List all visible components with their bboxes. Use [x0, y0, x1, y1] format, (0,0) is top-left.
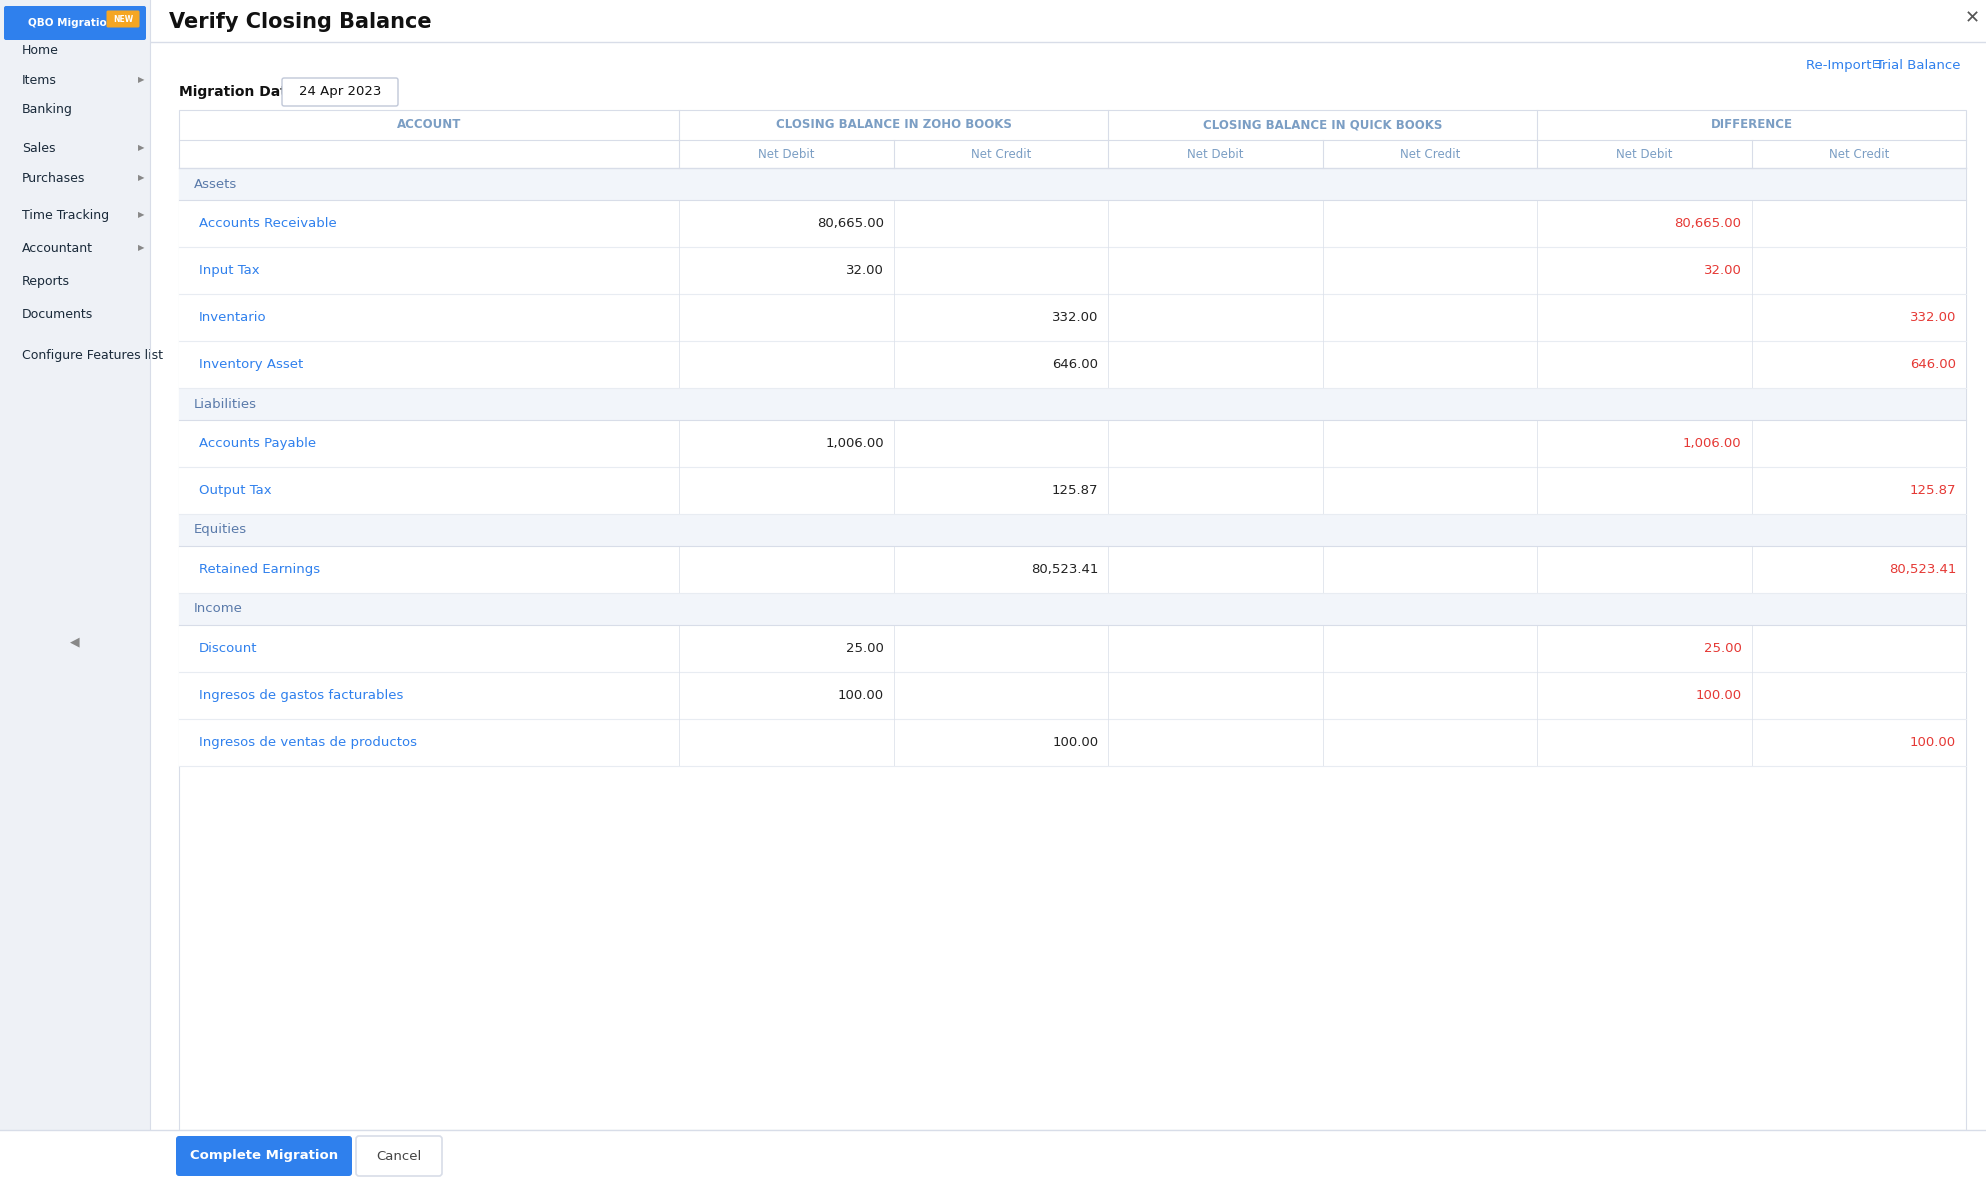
Bar [179, 546, 1966, 593]
Text: Re-Import Trial Balance: Re-Import Trial Balance [1805, 58, 1960, 71]
Text: 32.00: 32.00 [846, 264, 884, 277]
Bar [179, 110, 1966, 1130]
Text: Net Debit: Net Debit [759, 148, 814, 161]
Text: Accounts Payable: Accounts Payable [199, 437, 316, 450]
Text: ◀: ◀ [70, 636, 79, 649]
Text: CLOSING BALANCE IN QUICK BOOKS: CLOSING BALANCE IN QUICK BOOKS [1204, 118, 1442, 131]
Text: Verify Closing Balance: Verify Closing Balance [169, 12, 431, 32]
Bar [179, 200, 1966, 247]
FancyBboxPatch shape [177, 1136, 352, 1176]
FancyBboxPatch shape [355, 1136, 443, 1176]
Text: Accounts Receivable: Accounts Receivable [199, 217, 338, 230]
Bar [179, 593, 1966, 625]
Text: Ingresos de ventas de productos: Ingresos de ventas de productos [199, 736, 417, 749]
Text: Purchases: Purchases [22, 171, 85, 184]
Text: NEW: NEW [113, 14, 133, 24]
Text: Reports: Reports [22, 274, 70, 287]
Text: Net Credit: Net Credit [1829, 148, 1889, 161]
Text: Retained Earnings: Retained Earnings [199, 563, 320, 576]
Text: QBO Migration: QBO Migration [28, 18, 113, 28]
Text: ACCOUNT: ACCOUNT [397, 118, 461, 131]
Text: Home: Home [22, 44, 60, 57]
Bar [0, 0, 151, 1182]
Text: Migration Date:: Migration Date: [179, 85, 302, 99]
Bar [179, 673, 1966, 719]
Bar [179, 719, 1966, 766]
FancyBboxPatch shape [107, 11, 139, 27]
Text: ▶: ▶ [137, 243, 145, 253]
Text: 125.87: 125.87 [1053, 483, 1098, 496]
Bar [179, 388, 1966, 420]
FancyBboxPatch shape [4, 6, 147, 40]
Bar [179, 420, 1966, 467]
Text: DIFFERENCE: DIFFERENCE [1710, 118, 1793, 131]
FancyBboxPatch shape [282, 78, 397, 106]
Text: Equities: Equities [195, 524, 246, 537]
Text: ▶: ▶ [137, 143, 145, 152]
Text: Documents: Documents [22, 309, 93, 322]
Text: Ingresos de gastos facturables: Ingresos de gastos facturables [199, 689, 403, 702]
Bar [179, 625, 1966, 673]
Text: 80,665.00: 80,665.00 [816, 217, 884, 230]
Text: 100.00: 100.00 [838, 689, 884, 702]
Text: ▶: ▶ [137, 174, 145, 182]
Text: Items: Items [22, 73, 58, 86]
Bar [179, 247, 1966, 294]
Text: 80,523.41: 80,523.41 [1031, 563, 1098, 576]
Text: Inventario: Inventario [199, 311, 266, 324]
Bar [179, 294, 1966, 340]
Text: ✕: ✕ [1964, 9, 1980, 27]
Text: 25.00: 25.00 [1704, 642, 1742, 655]
Text: ⊟: ⊟ [1871, 58, 1883, 71]
Text: 100.00: 100.00 [1053, 736, 1098, 749]
Bar [179, 168, 1966, 200]
Text: 100.00: 100.00 [1696, 689, 1742, 702]
Bar [179, 340, 1966, 388]
Text: Complete Migration: Complete Migration [191, 1150, 338, 1163]
Text: Configure Features list: Configure Features list [22, 349, 163, 362]
Text: 32.00: 32.00 [1704, 264, 1742, 277]
Text: 80,665.00: 80,665.00 [1674, 217, 1742, 230]
Bar [179, 467, 1966, 514]
Text: Time Tracking: Time Tracking [22, 208, 109, 221]
Text: Banking: Banking [22, 104, 73, 117]
Text: Accountant: Accountant [22, 241, 93, 254]
Text: Net Credit: Net Credit [971, 148, 1031, 161]
Text: Net Credit: Net Credit [1400, 148, 1460, 161]
Text: ▶: ▶ [137, 210, 145, 220]
Text: Discount: Discount [199, 642, 258, 655]
Text: 125.87: 125.87 [1909, 483, 1956, 496]
Text: Output Tax: Output Tax [199, 483, 272, 496]
Text: 80,523.41: 80,523.41 [1889, 563, 1956, 576]
Text: 332.00: 332.00 [1053, 311, 1098, 324]
Text: Liabilities: Liabilities [195, 397, 256, 410]
Bar [0, 1130, 1986, 1182]
Text: Income: Income [195, 603, 242, 616]
Bar [179, 514, 1966, 546]
Text: 646.00: 646.00 [1053, 358, 1098, 371]
Text: Input Tax: Input Tax [199, 264, 260, 277]
Text: ▶: ▶ [137, 76, 145, 84]
Bar [151, 0, 1986, 43]
Text: Cancel: Cancel [377, 1150, 421, 1163]
Text: 25.00: 25.00 [846, 642, 884, 655]
Text: 646.00: 646.00 [1911, 358, 1956, 371]
Text: 1,006.00: 1,006.00 [1682, 437, 1742, 450]
Text: Assets: Assets [195, 177, 236, 190]
Text: 24 Apr 2023: 24 Apr 2023 [298, 85, 381, 98]
Text: CLOSING BALANCE IN ZOHO BOOKS: CLOSING BALANCE IN ZOHO BOOKS [777, 118, 1011, 131]
Text: 100.00: 100.00 [1911, 736, 1956, 749]
Text: 1,006.00: 1,006.00 [824, 437, 884, 450]
Text: Sales: Sales [22, 142, 56, 155]
Text: Net Debit: Net Debit [1188, 148, 1243, 161]
Text: Inventory Asset: Inventory Asset [199, 358, 304, 371]
Text: 332.00: 332.00 [1911, 311, 1956, 324]
Text: Net Debit: Net Debit [1617, 148, 1672, 161]
